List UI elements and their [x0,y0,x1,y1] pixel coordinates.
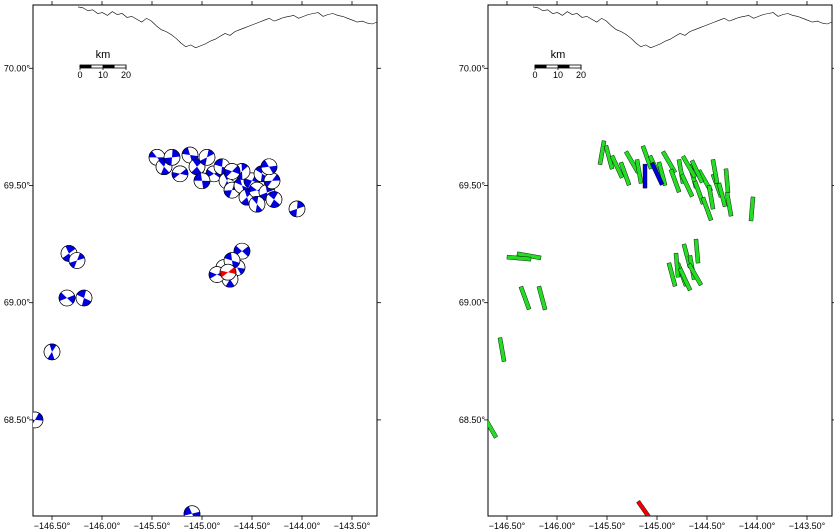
focal-mechanism [263,172,281,190]
axis-bar [716,182,728,208]
focal-mechanism [265,191,283,208]
x-tick-label: −145.00° [184,521,221,531]
axis-bar [679,173,695,198]
axis-bar [609,154,625,179]
axis-bar [680,155,698,179]
scale-bar-label: 0 [532,70,537,80]
x-tick-label: −143.50° [789,521,826,531]
axis-bar [686,262,704,287]
axis-bar [497,337,507,362]
y-tick-label: 70.00° [459,63,486,73]
focal-mechanism [260,158,278,176]
map-frame [32,4,378,517]
scale-bar-segment [558,65,570,68]
focal-mechanism [163,149,181,166]
x-tick-label: −146.00° [84,521,121,531]
scale-bar-label: 20 [576,70,586,80]
x-tick-label: −144.50° [689,521,726,531]
x-tick-label: −144.00° [739,521,776,531]
axis-bar [673,252,681,278]
axis-bar [666,262,678,287]
focal-mechanism [288,200,306,218]
scale-bar-label: 0 [77,70,82,80]
focal-mechanism [58,289,76,307]
focal-mechanism [75,289,93,307]
map-frame [487,4,833,517]
y-tick-label: 70.00° [4,63,31,73]
map-content [33,146,306,516]
x-tick-label: −146.50° [34,521,71,531]
x-tick-label: −145.50° [589,521,626,531]
axis-bar [656,161,668,187]
y-tick-label: 68.50° [459,415,486,425]
x-tick-label: −145.50° [134,521,171,531]
focal-mechanism-panel: −146.50° −146.00° −145.50° −145.00° −144.50°… [4,1,381,531]
axis-bar [724,191,734,217]
focal-mechanism [223,163,241,180]
scale-bar-label: 10 [98,70,108,80]
focal-mechanism [171,165,189,183]
scale-bar-segment [103,65,115,68]
focal-mechanism [198,149,216,166]
scale-bar-label: 10 [553,70,563,80]
scale-bar: km 0 10 20 [77,49,131,80]
y-tick-label: 68.50° [4,415,31,425]
axis-bar [693,238,701,264]
x-tick-label: −146.50° [489,521,526,531]
x-tick-label: −144.50° [234,521,271,531]
y-tick-label: 69.00° [459,298,486,308]
x-tick-label: −143.50° [334,521,371,531]
axis-bar [618,161,632,186]
map-background [488,5,832,516]
focal-mechanism [183,505,201,516]
map-background [33,5,377,516]
axis-bar [506,254,532,262]
axis-bar [668,168,682,194]
x-tick-label: −146.00° [539,521,576,531]
focal-mechanism [193,172,211,190]
focal-mechanism [43,343,61,361]
scale-bar-segment [80,65,92,68]
focal-mechanism [33,411,44,429]
axis-bar [634,159,644,184]
axis-bar-blue [649,161,665,186]
map-content [488,140,756,516]
axis-orientation-panel: −146.50° −146.00° −145.50° −145.00° −144.50°… [459,1,834,531]
x-tick-label: −144.00° [284,521,321,531]
axis-bar [748,196,756,222]
focal-mechanism [68,252,86,269]
axis-bar [536,285,548,311]
focal-mechanism [248,195,266,213]
scale-bar-unit: km [551,49,566,61]
scale-bar-unit: km [96,49,111,61]
axis-bar [710,159,720,184]
x-tick-label: −145.00° [639,521,676,531]
coastline [532,6,832,49]
axis-bar [518,285,532,311]
y-tick-label: 69.50° [459,180,486,190]
axis-bar [488,415,499,439]
axis-bar [689,159,705,184]
scale-bar-segment [535,65,547,68]
axis-bar [660,150,678,174]
y-tick-label: 69.00° [4,298,31,308]
axis-bar [700,196,714,222]
scale-bar: km 0 10 20 [532,49,586,80]
scale-bar-label: 20 [121,70,131,80]
axis-bar-blue [642,163,648,189]
coastline [77,6,377,49]
focal-mechanism-highlight [219,263,237,281]
axis-bar [677,267,693,292]
axis-bar [706,184,716,210]
axis-bar-red [636,500,654,516]
y-tick-label: 69.50° [4,180,31,190]
